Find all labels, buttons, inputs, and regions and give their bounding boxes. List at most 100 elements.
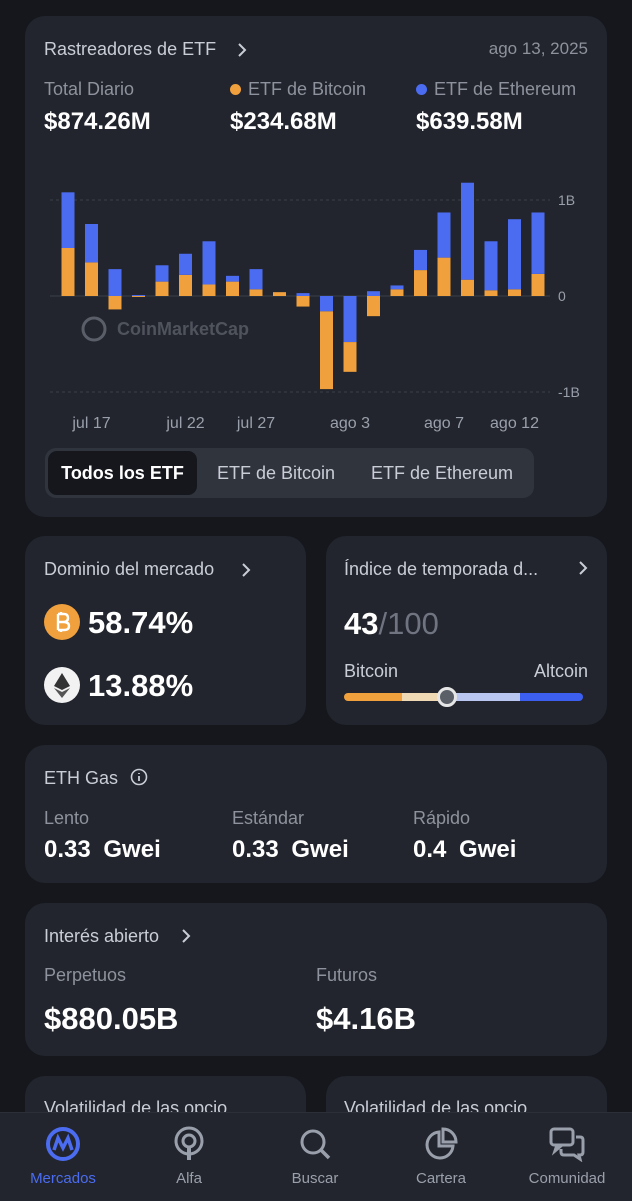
- bar-segment: [367, 291, 380, 296]
- info-icon[interactable]: [130, 768, 148, 786]
- bar-segment: [249, 289, 263, 296]
- chevron: [182, 929, 191, 943]
- bar-segment: [508, 219, 521, 290]
- nav-item[interactable]: Mercados: [0, 1112, 126, 1200]
- legend-label: ETF de Ethereum: [434, 79, 577, 99]
- legend-dot: [230, 84, 241, 95]
- chevron: [238, 43, 247, 57]
- nav-item[interactable]: Comunidad: [504, 1112, 630, 1200]
- etf-date: ago 13, 2025: [488, 39, 588, 58]
- nav-item[interactable]: Buscar: [252, 1112, 378, 1200]
- open-interest-card: [25, 903, 607, 1056]
- nav-item[interactable]: Alfa: [126, 1112, 252, 1200]
- bar-segment: [132, 295, 145, 296]
- nav-label: Comunidad: [528, 1170, 606, 1187]
- gas-value: 0.4 Gwei: [413, 836, 517, 863]
- score: 43: [344, 606, 379, 641]
- slider-left-label: Bitcoin: [344, 661, 399, 681]
- chevron: [579, 561, 588, 575]
- bar-segment: [85, 262, 98, 296]
- nav-label: Buscar: [291, 1170, 339, 1187]
- gas-card: [25, 745, 607, 883]
- bar-segment: [108, 269, 122, 296]
- nav-label: Cartera: [415, 1170, 467, 1187]
- bar-segment: [85, 224, 98, 263]
- slider-track: [344, 693, 583, 701]
- ethereum-total: $639.58M: [416, 108, 523, 135]
- oi-value: $4.16B: [316, 1001, 416, 1036]
- oi-label: Perpetuos: [44, 965, 127, 985]
- bar-segment: [390, 285, 404, 290]
- bar-segment: [273, 292, 286, 296]
- nav-icon: [46, 1127, 80, 1161]
- bar-segment: [61, 248, 75, 296]
- x-tick-label: ago 3: [330, 415, 370, 432]
- nav-icon: [174, 1126, 204, 1160]
- bar-segment: [414, 249, 427, 271]
- watermark: CoinMarketCap: [117, 319, 249, 339]
- bitcoin-icon: [44, 604, 80, 640]
- bar-segment: [484, 241, 498, 291]
- bar-segment: [132, 296, 145, 297]
- etf-chart: CoinMarketCap 1B 0 -1B jul 17 jul 22 jul 27 ag…: [50, 182, 580, 432]
- bitcoin-total: $234.68M: [230, 108, 337, 135]
- bar-segment: [226, 275, 239, 282]
- segment: [450, 693, 520, 701]
- tab[interactable]: Todos los ETF: [48, 451, 197, 495]
- nav-bar: [0, 1112, 632, 1201]
- etf-title[interactable]: Rastreadores de ETF: [44, 39, 217, 59]
- bar-segment: [179, 274, 192, 296]
- bar-segment: [343, 296, 357, 343]
- bar-segment: [531, 212, 545, 274]
- x-tick-label: jul 17: [71, 415, 110, 432]
- bar-segment: [343, 342, 357, 372]
- bar-segment: [367, 296, 380, 317]
- altseason-title[interactable]: Índice de temporada d...: [344, 559, 539, 579]
- gas-title: ETH Gas: [44, 768, 119, 788]
- bar-segment: [179, 253, 192, 275]
- segment: [520, 693, 583, 701]
- bar-segment: [461, 182, 474, 280]
- altseason-score: 43/100: [344, 606, 439, 642]
- total-label: Total Diario: [44, 79, 135, 99]
- total-value: $874.26M: [44, 108, 151, 135]
- gas-label: Lento: [44, 808, 90, 828]
- bar-segment: [531, 273, 545, 296]
- segment: [344, 693, 402, 701]
- ethereum-icon: [44, 667, 80, 703]
- bar-segment: [461, 279, 474, 296]
- bar-segment: [202, 284, 216, 296]
- slider-right-label: Altcoin: [533, 661, 588, 681]
- x-tick-label: jul 22: [165, 415, 204, 432]
- dominance-title[interactable]: Dominio del mercado: [44, 559, 215, 579]
- bar-segment: [414, 270, 427, 296]
- ethereum-dominance: 13.88%: [88, 668, 194, 703]
- bar-segment: [226, 281, 239, 296]
- legend-label: ETF de Bitcoin: [248, 79, 367, 99]
- oi-label: Futuros: [316, 965, 378, 985]
- nav-icon: [425, 1127, 458, 1160]
- tab[interactable]: ETF de Ethereum: [370, 463, 514, 483]
- nav-item[interactable]: Cartera: [378, 1112, 504, 1200]
- bar-segment: [320, 296, 333, 312]
- bar-segment: [155, 281, 169, 296]
- nav-icon: [300, 1129, 331, 1160]
- x-tick-label: jul 27: [236, 415, 275, 432]
- score-max: /100: [378, 606, 439, 641]
- bar-segment: [437, 257, 451, 296]
- bar-segment: [61, 192, 75, 248]
- legend-dot: [416, 84, 427, 95]
- bar-segment: [437, 212, 451, 258]
- tab[interactable]: ETF de Bitcoin: [216, 463, 336, 483]
- gas-label: Rápido: [413, 808, 471, 828]
- nav-label: Mercados: [30, 1170, 96, 1187]
- bar-segment: [296, 296, 310, 307]
- segment: [402, 693, 450, 701]
- slider-knob: [436, 687, 457, 707]
- y-tick-label: 1B: [558, 192, 575, 208]
- bar-segment: [296, 293, 310, 296]
- open-interest-title[interactable]: Interés abierto: [44, 926, 160, 946]
- nav-icon: [549, 1127, 585, 1162]
- bar-segment: [108, 296, 122, 310]
